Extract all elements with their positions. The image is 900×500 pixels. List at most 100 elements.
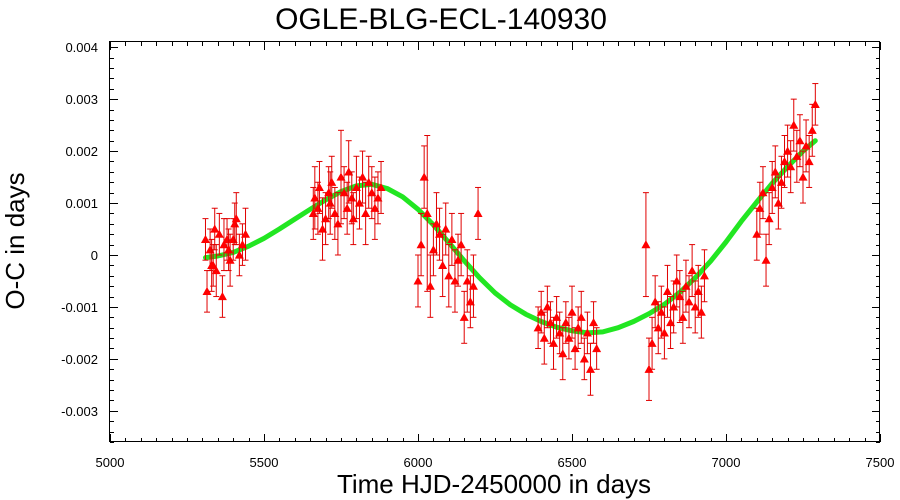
data-point	[687, 266, 697, 275]
data-points-layer	[200, 83, 820, 401]
data-point	[351, 182, 361, 192]
data-point	[208, 260, 218, 269]
data-point	[549, 338, 559, 347]
data-point	[210, 224, 220, 233]
data-point	[786, 162, 796, 171]
data-point	[313, 203, 323, 212]
data-point	[776, 177, 786, 186]
data-point	[644, 364, 654, 373]
data-point	[767, 182, 777, 192]
x-tick-label: 5000	[96, 455, 125, 470]
data-point	[344, 167, 354, 176]
data-point	[659, 328, 669, 337]
x-tick-label: 7500	[866, 455, 895, 470]
data-point	[225, 255, 235, 264]
data-point	[211, 266, 221, 275]
y-tick-label: -0.001	[61, 300, 98, 315]
data-point	[669, 302, 679, 311]
fit-curve-layer	[203, 138, 818, 336]
data-point	[681, 281, 691, 290]
data-point	[435, 229, 445, 238]
data-point	[214, 229, 224, 238]
data-point	[579, 354, 589, 363]
data-point	[570, 343, 580, 353]
data-point	[780, 156, 790, 166]
data-point	[647, 338, 657, 347]
data-point	[789, 120, 799, 129]
data-point	[459, 312, 469, 321]
y-tick-label: -0.003	[61, 404, 98, 419]
plot-area	[109, 41, 881, 443]
fit-curve	[203, 138, 818, 336]
data-point	[441, 224, 451, 233]
data-point	[413, 276, 423, 285]
data-point	[373, 193, 383, 202]
data-point	[336, 172, 346, 181]
data-point	[465, 297, 475, 306]
data-point	[690, 302, 700, 311]
data-point	[576, 312, 586, 321]
data-point	[428, 245, 438, 254]
data-point	[230, 219, 240, 228]
data-point	[807, 125, 817, 134]
y-tick-labels: -0.003 -0.002 -0.001 0 0.001 0.002 0.003 0.004	[61, 40, 98, 419]
data-point	[333, 219, 343, 228]
data-point	[758, 188, 768, 197]
data-point	[585, 364, 595, 373]
data-point	[552, 312, 562, 321]
data-point	[589, 318, 599, 327]
data-point	[558, 349, 568, 358]
x-tick-label: 6000	[404, 455, 433, 470]
data-point	[564, 333, 574, 342]
data-point	[425, 281, 435, 290]
data-point	[241, 229, 251, 238]
data-point	[347, 193, 357, 202]
data-point	[228, 234, 238, 244]
data-point	[321, 214, 331, 223]
data-point	[237, 240, 247, 249]
data-point	[370, 203, 380, 212]
data-point	[755, 203, 765, 212]
data-point	[770, 167, 780, 176]
data-point	[656, 307, 666, 316]
data-point	[468, 281, 478, 290]
chart-title: OGLE-BLG-ECL-140930	[275, 3, 607, 36]
data-point	[224, 245, 234, 254]
data-point	[561, 318, 571, 327]
data-point	[231, 214, 241, 223]
y-tick-label: -0.002	[61, 352, 98, 367]
data-point	[773, 198, 783, 207]
data-point	[358, 172, 368, 181]
data-point	[308, 208, 318, 218]
y-tick-label: 0	[91, 248, 98, 263]
data-point	[310, 193, 320, 202]
y-tick-label: 0.002	[65, 144, 98, 159]
data-point	[798, 172, 808, 181]
data-point	[795, 136, 805, 145]
data-point	[672, 276, 682, 285]
data-point	[650, 297, 660, 306]
data-point	[202, 286, 212, 295]
data-point	[573, 323, 583, 332]
x-axis-label: Time HJD-2450000 in days	[337, 469, 651, 499]
data-point	[330, 208, 340, 218]
data-point	[810, 99, 820, 108]
data-point	[666, 318, 676, 327]
data-point	[318, 224, 328, 233]
data-point	[761, 255, 771, 264]
data-point	[684, 297, 694, 306]
data-point	[324, 188, 334, 197]
data-point	[367, 188, 377, 197]
data-point	[200, 234, 210, 244]
data-point	[555, 328, 565, 337]
data-point	[752, 229, 762, 238]
data-point	[473, 208, 483, 218]
axis-ticks	[110, 42, 881, 443]
x-tick-labels: 5000 5500 6000 6500 7000 7500	[96, 455, 895, 470]
data-point	[582, 328, 592, 337]
data-point	[450, 276, 460, 285]
data-point	[438, 260, 448, 269]
plot-frame	[109, 41, 880, 442]
data-point	[205, 245, 215, 254]
data-point	[364, 177, 374, 186]
